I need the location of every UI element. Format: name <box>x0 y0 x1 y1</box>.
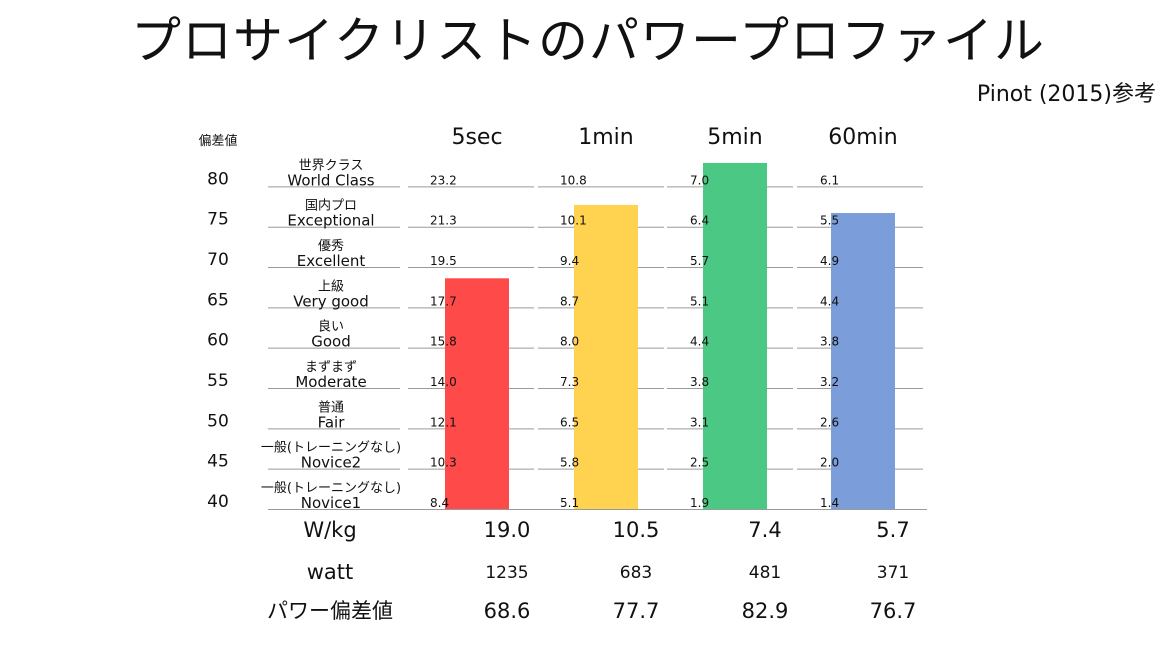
threshold-value: 7.3 <box>560 375 579 389</box>
level-name-en: Good <box>311 333 351 351</box>
threshold-value: 17.7 <box>430 294 457 308</box>
level-name-en: Moderate <box>295 373 366 391</box>
level-name-en: World Class <box>287 171 374 189</box>
summary-value: 68.6 <box>484 599 531 623</box>
summary-value: 19.0 <box>484 518 531 542</box>
level-name-en: Excellent <box>297 252 366 270</box>
threshold-value: 7.0 <box>690 173 709 187</box>
threshold-value: 3.1 <box>690 415 709 429</box>
bars <box>445 162 895 510</box>
category-label: 5sec <box>451 125 502 150</box>
level-name-jp: 一般(トレーニングなし) <box>261 440 401 456</box>
level-name-jp: 国内プロ <box>305 198 357 214</box>
category-label: 60min <box>828 125 897 150</box>
level-name-jp: まずまず <box>305 360 357 375</box>
threshold-value: 1.9 <box>690 496 709 510</box>
y-tick-label: 80 <box>207 169 229 189</box>
summary-row-label: パワー偏差値 <box>267 599 393 623</box>
threshold-value: 5.1 <box>690 294 709 308</box>
summary-row-label: W/kg <box>303 518 356 542</box>
threshold-value: 2.6 <box>820 415 839 429</box>
y-tick-label: 55 <box>207 371 229 391</box>
level-name-jp: 良い <box>318 319 344 335</box>
threshold-value: 5.5 <box>820 214 839 228</box>
level-name-jp: 普通 <box>318 400 344 415</box>
level-name-jp: 優秀 <box>318 239 344 254</box>
y-tick-label: 40 <box>207 492 229 512</box>
threshold-value: 9.4 <box>560 254 579 268</box>
level-name-jp: 上級 <box>318 279 344 294</box>
threshold-value: 6.1 <box>820 173 839 187</box>
threshold-value: 2.0 <box>820 456 839 470</box>
threshold-value: 8.7 <box>560 294 579 308</box>
summary-value: 481 <box>749 563 781 583</box>
summary-value: 77.7 <box>613 599 660 623</box>
level-name-en: Very good <box>293 292 369 310</box>
summary-value: 1235 <box>485 563 528 583</box>
threshold-value: 8.4 <box>430 496 449 510</box>
y-tick-label: 60 <box>207 331 229 351</box>
threshold-value: 19.5 <box>430 254 457 268</box>
bar <box>831 212 895 510</box>
summary-value: 371 <box>877 563 909 583</box>
summary-value: 76.7 <box>870 599 917 623</box>
bar <box>703 162 767 509</box>
category-label: 5min <box>707 125 762 150</box>
summary-row-label: watt <box>307 560 354 584</box>
bar <box>445 278 509 509</box>
y-axis-label: 偏差値 <box>198 133 237 149</box>
threshold-value: 3.2 <box>820 375 839 389</box>
threshold-value: 1.4 <box>820 496 839 510</box>
summary-value: 5.7 <box>876 518 909 542</box>
threshold-value: 4.4 <box>690 335 709 349</box>
level-name-en: Fair <box>318 413 346 431</box>
summary-value: 82.9 <box>742 599 789 623</box>
threshold-value: 4.4 <box>820 294 839 308</box>
level-name-en: Novice2 <box>301 454 361 472</box>
level-name-en: Exceptional <box>287 212 374 230</box>
threshold-value: 4.9 <box>820 254 839 268</box>
y-tick-label: 50 <box>207 411 229 431</box>
level-name-jp: 世界クラス <box>299 158 364 173</box>
threshold-value: 5.1 <box>560 496 579 510</box>
threshold-value: 12.1 <box>430 415 457 429</box>
threshold-value: 14.0 <box>430 375 457 389</box>
threshold-value: 6.5 <box>560 415 579 429</box>
summary-value: 10.5 <box>613 518 660 542</box>
threshold-value: 8.0 <box>560 335 579 349</box>
category-label: 1min <box>578 125 633 150</box>
threshold-value: 5.8 <box>560 456 579 470</box>
threshold-value: 10.3 <box>430 456 457 470</box>
threshold-value: 10.1 <box>560 214 587 228</box>
threshold-value: 15.8 <box>430 335 457 349</box>
y-tick-label: 45 <box>207 452 229 472</box>
bar <box>574 204 638 509</box>
y-tick-label: 65 <box>207 290 229 310</box>
page-title: プロサイクリストのパワープロファイル <box>131 12 1045 70</box>
y-tick-label: 70 <box>207 250 229 270</box>
level-name-en: Novice1 <box>301 494 361 512</box>
summary-value: 683 <box>620 563 652 583</box>
threshold-value: 10.8 <box>560 173 587 187</box>
threshold-value: 3.8 <box>820 335 839 349</box>
threshold-value: 21.3 <box>430 214 457 228</box>
threshold-value: 2.5 <box>690 456 709 470</box>
threshold-value: 6.4 <box>690 214 709 228</box>
threshold-value: 23.2 <box>430 173 457 187</box>
y-tick-label: 75 <box>207 210 229 230</box>
threshold-value: 3.8 <box>690 375 709 389</box>
reference-note: Pinot (2015)参考 <box>976 82 1156 107</box>
threshold-value: 5.7 <box>690 254 709 268</box>
level-name-jp: 一般(トレーニングなし) <box>261 480 401 496</box>
summary-value: 7.4 <box>748 518 781 542</box>
